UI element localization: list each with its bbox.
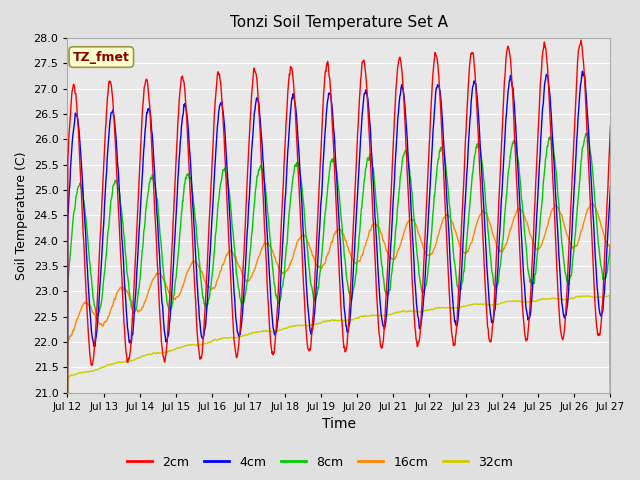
Text: TZ_fmet: TZ_fmet <box>73 50 130 63</box>
Legend: 2cm, 4cm, 8cm, 16cm, 32cm: 2cm, 4cm, 8cm, 16cm, 32cm <box>122 451 518 474</box>
Y-axis label: Soil Temperature (C): Soil Temperature (C) <box>15 151 28 280</box>
X-axis label: Time: Time <box>322 418 356 432</box>
Title: Tonzi Soil Temperature Set A: Tonzi Soil Temperature Set A <box>230 15 448 30</box>
